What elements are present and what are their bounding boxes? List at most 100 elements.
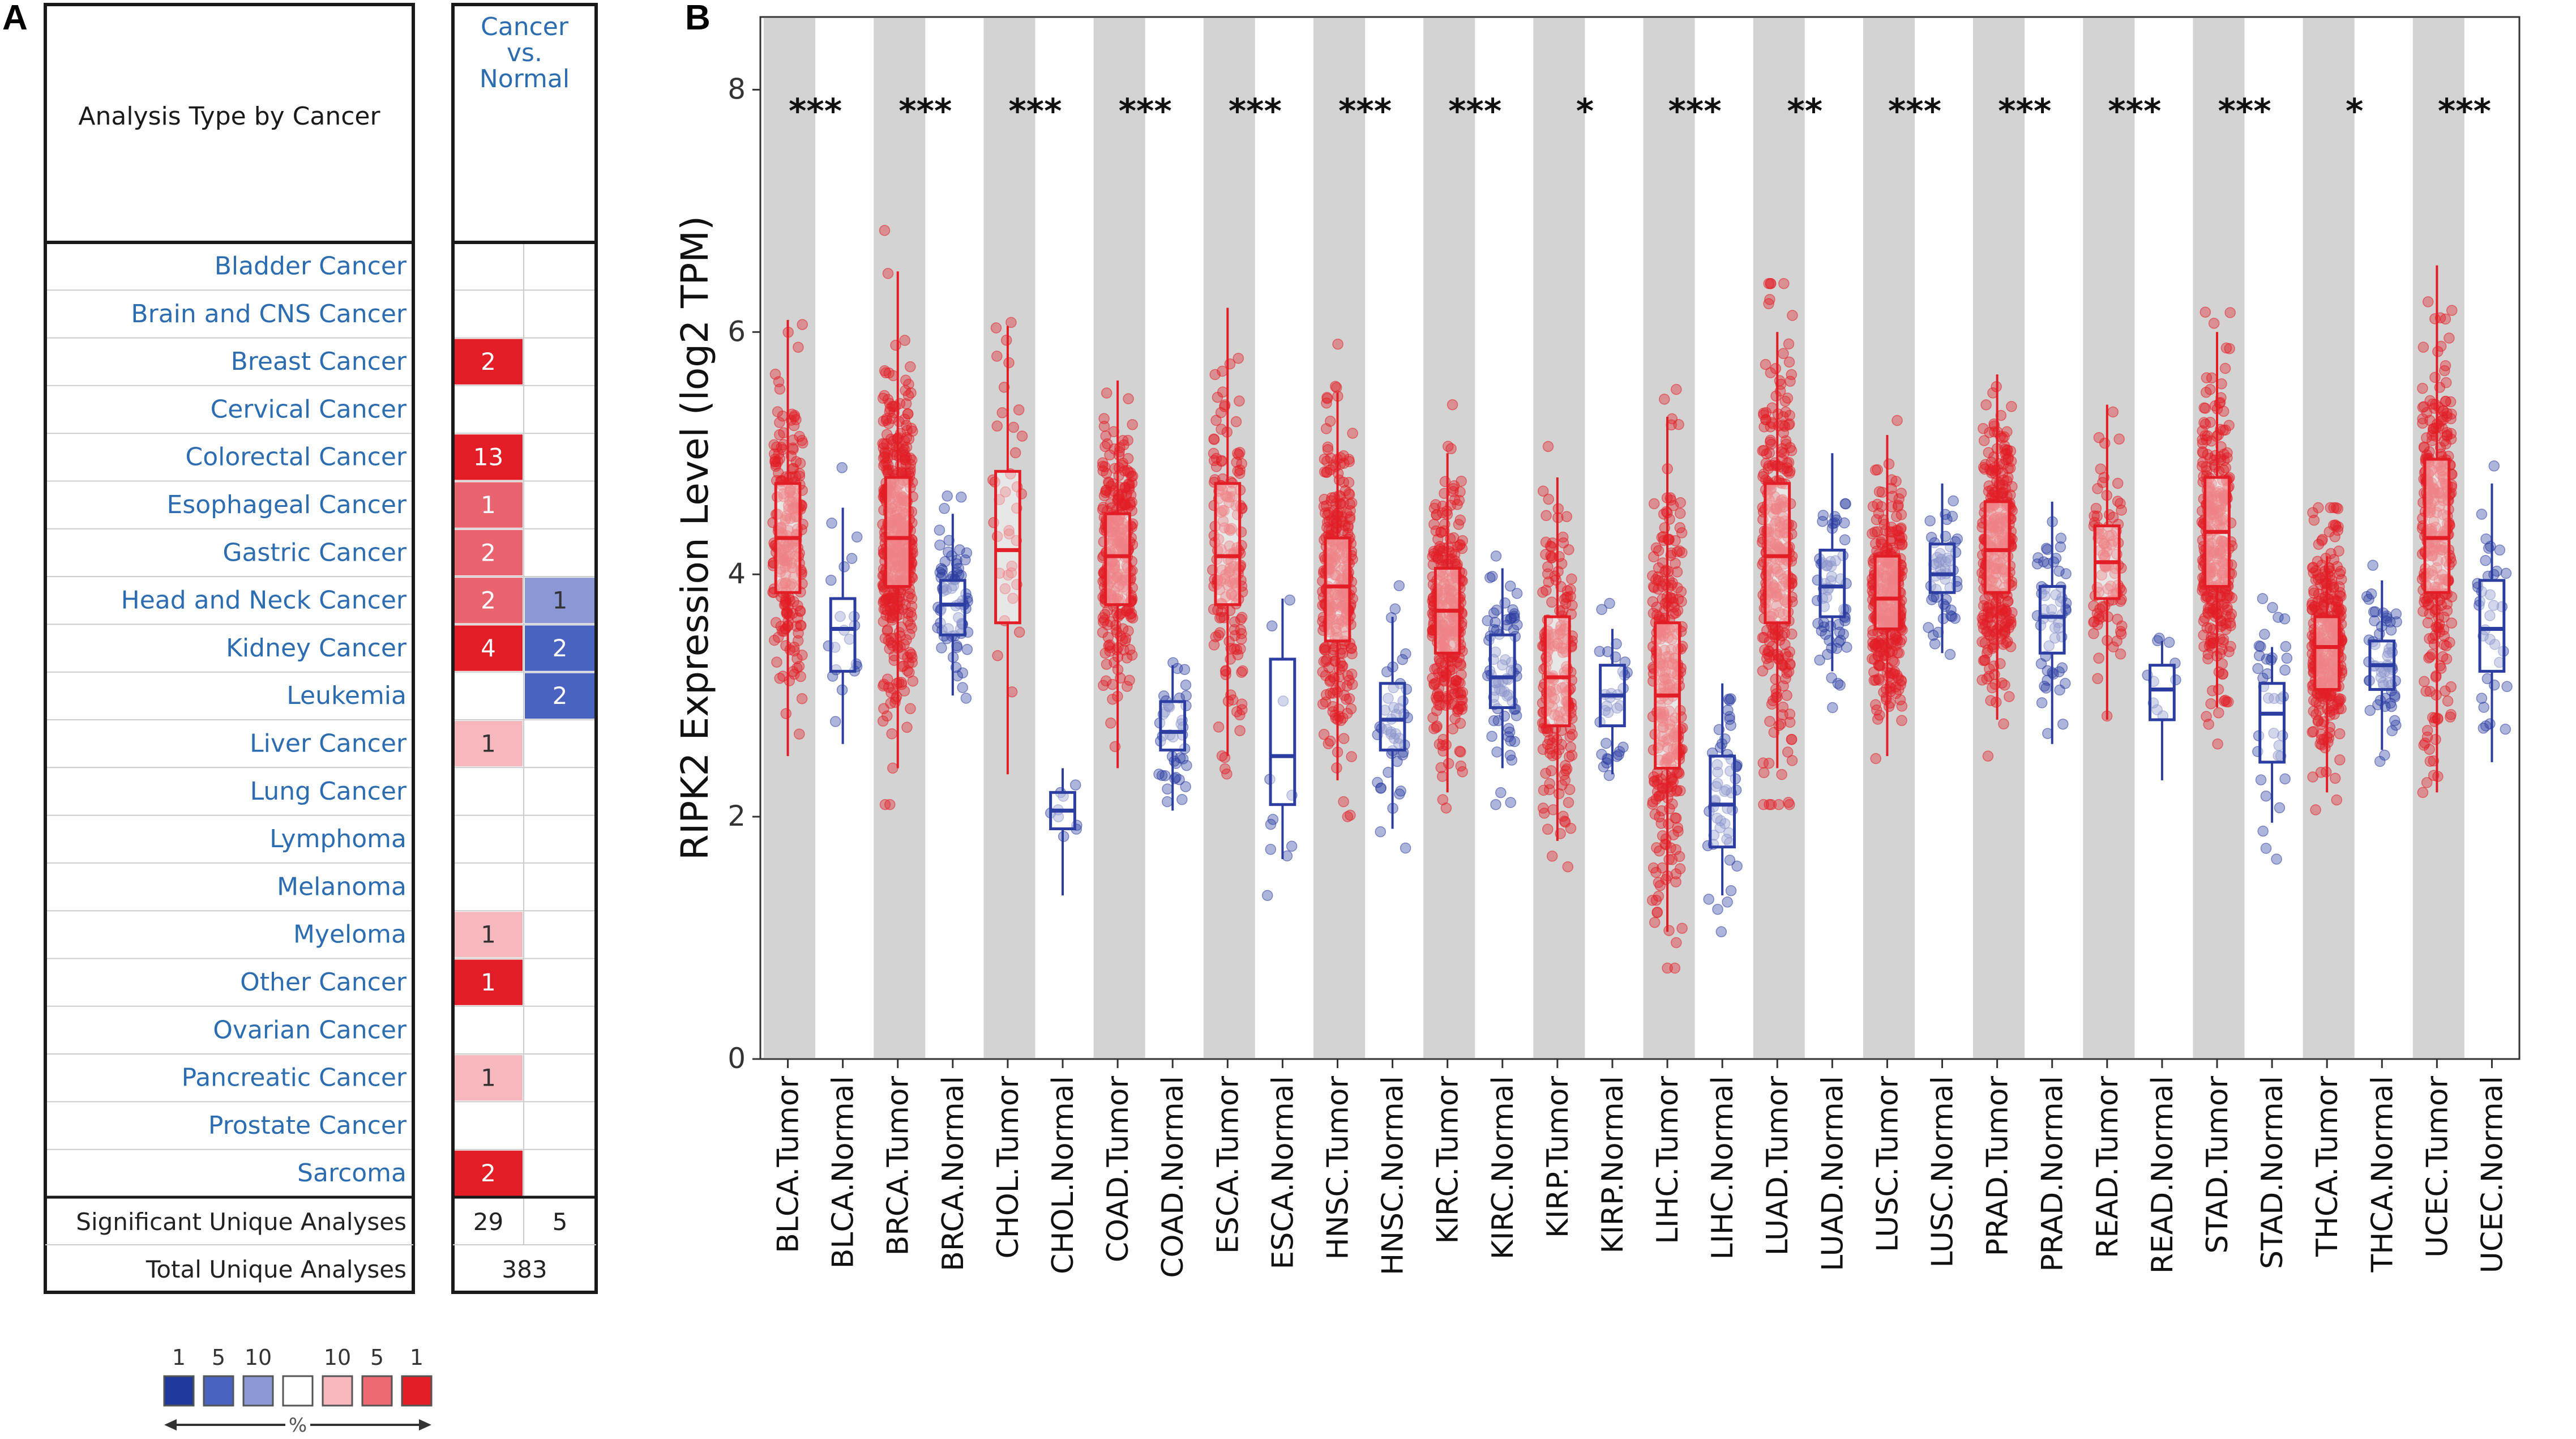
data-point <box>902 651 913 663</box>
data-point <box>1724 711 1735 723</box>
data-point <box>2099 437 2111 449</box>
data-point <box>2417 787 2429 799</box>
data-point <box>907 675 919 687</box>
x-tick-label: BLCA.Normal <box>827 1076 861 1269</box>
data-point <box>2439 365 2450 377</box>
overexpression-count: 2 <box>481 587 496 614</box>
data-point <box>2331 698 2343 710</box>
data-point <box>2107 511 2119 523</box>
data-point <box>1544 734 1555 746</box>
data-point <box>1546 596 1557 608</box>
data-point <box>1779 395 1791 407</box>
data-point <box>2091 510 2103 522</box>
data-point <box>1598 761 1610 772</box>
significant-analyses-label: Significant Unique Analyses <box>76 1208 406 1236</box>
cancer-type-label: Breast Cancer <box>231 347 407 376</box>
data-point <box>1773 653 1785 664</box>
data-point <box>902 608 914 619</box>
data-point <box>1663 925 1675 936</box>
overexpression-count: 1 <box>481 921 496 949</box>
data-point <box>903 378 914 390</box>
data-point <box>1818 621 1830 633</box>
data-point <box>784 644 796 655</box>
data-point <box>2092 483 2103 494</box>
data-point <box>1101 387 1112 399</box>
legend-swatch <box>242 1375 274 1407</box>
data-point <box>1923 622 1934 633</box>
data-point <box>1777 411 1789 422</box>
data-point <box>1648 498 1660 510</box>
data-point <box>1330 461 1341 472</box>
data-point <box>1233 352 1244 364</box>
data-point <box>2057 718 2069 730</box>
data-point <box>956 492 967 503</box>
overexpression-count: 1 <box>481 968 496 996</box>
cancer-type-label: Myeloma <box>293 920 406 949</box>
legend-number: 1 <box>172 1345 186 1370</box>
data-point <box>1232 447 1243 459</box>
data-point <box>2323 593 2335 605</box>
data-point <box>2253 640 2265 652</box>
data-point <box>902 408 914 420</box>
box-COAD.Tumor <box>1104 512 1131 607</box>
data-point <box>2274 802 2286 814</box>
data-point <box>1776 768 1787 780</box>
data-point <box>794 471 806 482</box>
cancer-type-label: Cervical Cancer <box>211 395 407 424</box>
data-point <box>2203 719 2214 730</box>
data-point <box>2417 341 2429 353</box>
data-point <box>1455 746 1466 758</box>
data-point <box>1345 703 1357 715</box>
data-point <box>2219 362 2231 374</box>
overexpression-count: 1 <box>481 729 496 757</box>
data-point <box>796 693 808 704</box>
data-point <box>1486 731 1497 742</box>
data-point <box>1774 375 1786 387</box>
data-point <box>1375 826 1387 838</box>
y-tick-label: 4 <box>728 557 746 590</box>
data-point <box>1883 458 1895 470</box>
data-point <box>898 685 910 697</box>
legend-swatch <box>163 1375 195 1407</box>
x-tick-label: COAD.Tumor <box>1101 1075 1135 1262</box>
data-point <box>1322 516 1333 528</box>
x-tick-label: ESCA.Normal <box>1266 1076 1300 1270</box>
data-point <box>1987 682 1998 694</box>
data-point <box>934 524 945 536</box>
x-tick-label: THCA.Tumor <box>2310 1075 2344 1257</box>
data-point <box>2198 615 2210 627</box>
data-point <box>1787 310 1798 321</box>
data-point <box>1220 669 1231 681</box>
data-point <box>1213 721 1225 733</box>
data-point <box>2201 434 2212 446</box>
data-point <box>1105 718 1116 729</box>
data-point <box>1762 645 1774 657</box>
data-point <box>2279 664 2291 676</box>
data-point <box>1892 415 1903 426</box>
x-tick-label: THCA.Normal <box>2365 1076 2399 1273</box>
data-point <box>1117 623 1129 635</box>
header-right-box <box>451 3 598 244</box>
data-point <box>1774 634 1786 646</box>
data-point <box>905 452 916 464</box>
total-analyses-count: 383 <box>502 1256 547 1283</box>
cancer-type-label: Sarcoma <box>297 1159 406 1188</box>
data-point <box>777 410 789 422</box>
data-point <box>789 645 800 657</box>
x-tick-label: HNSC.Normal <box>1376 1076 1410 1275</box>
data-point <box>2260 843 2272 854</box>
data-point <box>1491 746 1503 758</box>
data-point <box>1984 663 1995 674</box>
data-point <box>1224 605 1236 616</box>
data-point <box>1179 664 1191 675</box>
box-LUAD.Tumor <box>1764 482 1791 625</box>
data-point <box>778 555 789 566</box>
data-point <box>1722 896 1733 908</box>
data-point <box>2429 313 2441 324</box>
data-point <box>878 678 889 690</box>
x-tick-label: KIRC.Normal <box>1486 1076 1520 1259</box>
data-point <box>1784 799 1795 810</box>
data-point <box>2307 507 2318 518</box>
data-point <box>2310 804 2321 815</box>
